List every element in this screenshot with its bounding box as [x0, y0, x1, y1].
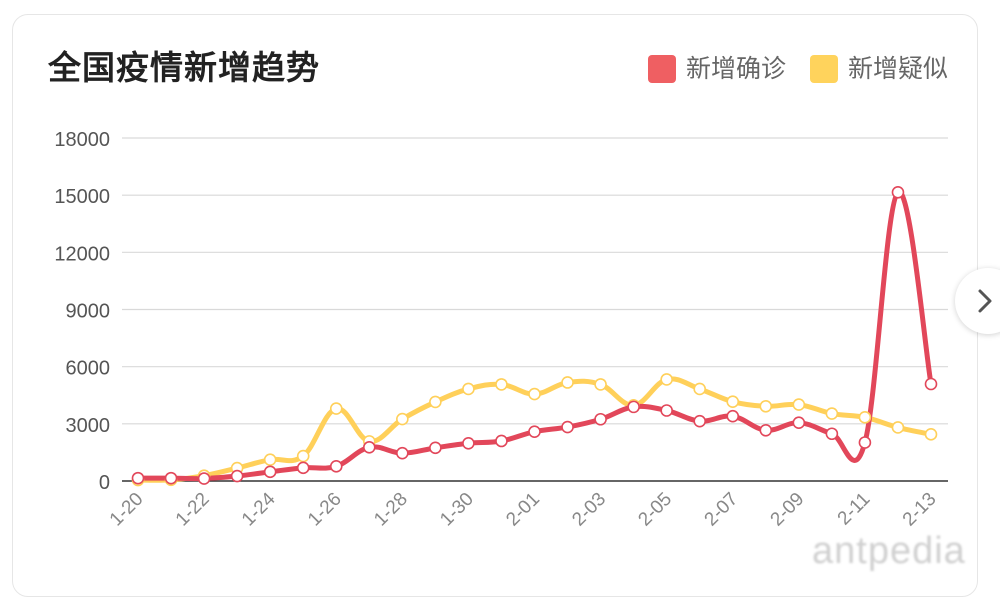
- legend-item-confirmed[interactable]: 新增确诊: [647, 54, 786, 84]
- data-point-confirmed[interactable]: [131, 471, 145, 485]
- data-point-suspected[interactable]: [594, 378, 607, 391]
- data-point-confirmed[interactable]: [495, 434, 508, 448]
- legend-swatch-suspected: [809, 55, 838, 83]
- data-point-suspected[interactable]: [858, 411, 872, 424]
- data-point-confirmed[interactable]: [891, 186, 905, 199]
- data-point-confirmed[interactable]: [462, 436, 475, 450]
- y-tick-label: 0: [99, 472, 110, 494]
- data-point-suspected[interactable]: [726, 395, 740, 409]
- y-tick-label: 18000: [54, 129, 110, 151]
- data-point-suspected[interactable]: [462, 382, 475, 396]
- legend-label-confirmed: 新增确诊: [685, 54, 786, 83]
- y-tick-label: 15000: [54, 186, 110, 208]
- data-point-suspected[interactable]: [825, 407, 839, 420]
- data-point-confirmed[interactable]: [263, 465, 277, 479]
- x-tick-label: 2-03: [568, 489, 610, 531]
- data-point-suspected[interactable]: [528, 387, 541, 401]
- data-point-confirmed[interactable]: [429, 441, 442, 455]
- data-point-suspected[interactable]: [396, 412, 409, 426]
- data-point-confirmed[interactable]: [164, 471, 178, 485]
- data-point-confirmed[interactable]: [396, 446, 409, 460]
- data-point-suspected[interactable]: [329, 402, 343, 415]
- data-point-confirmed[interactable]: [362, 440, 376, 454]
- data-point-confirmed[interactable]: [627, 400, 640, 414]
- next-button[interactable]: [955, 268, 1000, 334]
- data-point-suspected[interactable]: [561, 376, 574, 389]
- data-point-confirmed[interactable]: [528, 425, 541, 438]
- legend-swatch-confirmed: [647, 55, 676, 83]
- data-point-confirmed[interactable]: [660, 404, 673, 417]
- data-point-suspected[interactable]: [891, 421, 905, 434]
- x-tick-label: 1-26: [304, 489, 346, 531]
- data-point-confirmed[interactable]: [858, 436, 872, 449]
- x-tick-label: 2-05: [634, 489, 676, 531]
- data-point-confirmed[interactable]: [561, 420, 574, 434]
- x-tick-label: 1-28: [370, 489, 412, 531]
- data-point-confirmed[interactable]: [726, 409, 740, 423]
- data-point-confirmed[interactable]: [197, 472, 211, 485]
- x-tick-label: 1-30: [436, 489, 478, 531]
- data-point-suspected[interactable]: [429, 395, 442, 409]
- data-point-suspected[interactable]: [495, 378, 508, 391]
- x-tick-label: 2-01: [502, 489, 544, 531]
- y-tick-label: 12000: [54, 243, 110, 265]
- data-point-confirmed[interactable]: [924, 377, 938, 391]
- data-point-confirmed[interactable]: [296, 461, 310, 475]
- watermark: antpedia: [812, 530, 966, 572]
- data-point-confirmed[interactable]: [825, 427, 839, 441]
- x-tick-label: 1-22: [172, 489, 214, 531]
- data-point-confirmed[interactable]: [230, 469, 244, 483]
- x-tick-label: 2-13: [899, 489, 941, 531]
- data-point-suspected[interactable]: [263, 453, 277, 466]
- data-point-suspected[interactable]: [660, 373, 673, 386]
- x-tick-label: 1-24: [238, 488, 280, 530]
- data-point-suspected[interactable]: [296, 449, 310, 463]
- chevron-right-icon: [978, 289, 992, 313]
- x-tick-label: 2-11: [834, 489, 875, 530]
- data-point-confirmed[interactable]: [759, 424, 773, 437]
- data-point-suspected[interactable]: [792, 398, 806, 411]
- chart-title: 全国疫情新增趋势: [48, 48, 320, 87]
- data-point-confirmed[interactable]: [594, 412, 607, 426]
- legend-label-suspected: 新增疑似: [847, 54, 948, 83]
- data-point-confirmed[interactable]: [329, 460, 343, 473]
- y-tick-label: 6000: [66, 358, 111, 380]
- data-point-suspected[interactable]: [759, 400, 773, 413]
- x-tick-label: 1-20: [106, 489, 148, 531]
- data-point-suspected[interactable]: [693, 382, 707, 396]
- data-point-suspected[interactable]: [924, 428, 938, 441]
- data-point-confirmed[interactable]: [693, 414, 707, 428]
- data-point-confirmed[interactable]: [792, 416, 806, 429]
- y-tick-label: 3000: [66, 415, 111, 437]
- x-tick-label: 2-09: [767, 489, 809, 531]
- chart-card: [12, 14, 978, 597]
- legend-item-suspected[interactable]: 新增疑似: [809, 54, 948, 84]
- x-tick-label: 2-07: [701, 489, 743, 531]
- chart-legend: 新增确诊 新增疑似: [624, 54, 948, 84]
- y-tick-label: 9000: [66, 301, 111, 323]
